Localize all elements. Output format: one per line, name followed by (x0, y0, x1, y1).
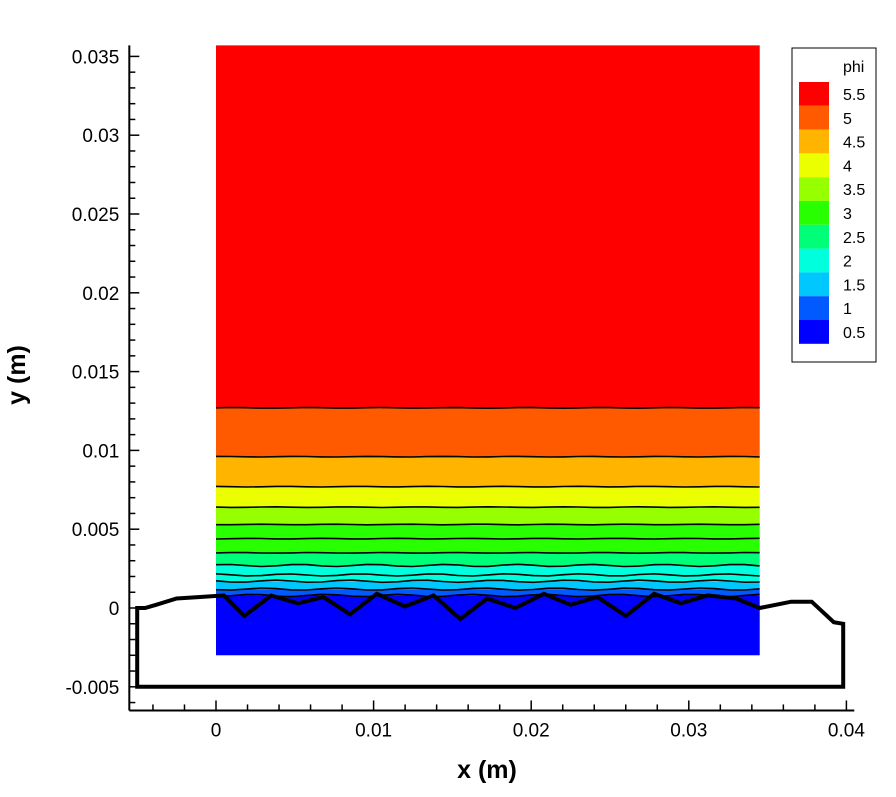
legend: phi 5.5 5 4.5 4 3.5 3 2.5 2 1.5 1 0.5 (791, 47, 877, 363)
band-phi-1 (216, 589, 760, 596)
y-ticks: 0.035 0.03 0.025 0.02 0.015 0.01 0.005 0 -0.005 (65, 47, 140, 704)
axes (128, 45, 855, 712)
legend-label: 2 (843, 254, 852, 271)
legend-swatch (799, 320, 829, 344)
boundary-outline (135, 591, 846, 689)
legend-swatch (799, 224, 829, 249)
legend-label: 4 (843, 158, 852, 175)
contour-line (216, 523, 760, 526)
y-tick-label: 0.03 (82, 126, 119, 147)
legend-label: 0.5 (843, 325, 865, 342)
band-phi-0.5 (216, 595, 760, 656)
legend-label: 3 (843, 206, 852, 223)
legend-swatch (799, 177, 829, 201)
x-tick-label: 0.02 (513, 720, 550, 741)
band-phi-3.5 (216, 507, 760, 525)
legend-swatch (799, 272, 829, 297)
band-phi-2.5 (216, 552, 760, 566)
phi-bands (216, 45, 760, 656)
x-tick-label: 0 (211, 720, 222, 741)
legend-label: 4.5 (843, 135, 865, 152)
x-axis-title: x (m) (457, 756, 517, 784)
legend-swatch (799, 82, 829, 106)
legend-label: 1 (843, 301, 852, 318)
legend-label: 5 (843, 111, 852, 128)
band-phi-2 (216, 565, 760, 582)
band-phi-1.5 (216, 581, 760, 590)
band-phi-5 (216, 407, 760, 457)
legend-items: 5.5 5 4.5 4 3.5 3 2.5 2 1.5 1 0.5 (799, 82, 865, 344)
legend-label: 1.5 (843, 277, 865, 294)
x-tick-label: 0.03 (670, 720, 707, 741)
legend-swatch (799, 153, 829, 178)
contour-line (216, 579, 760, 584)
y-axis-title: y (m) (3, 345, 31, 405)
contour-line (216, 551, 760, 555)
contour-line (216, 587, 760, 592)
y-tick-label: -0.005 (65, 678, 119, 699)
legend-label: 5.5 (843, 87, 865, 104)
contour-line (216, 505, 760, 509)
legend-label: 3.5 (843, 182, 865, 199)
legend-swatch (799, 129, 829, 154)
contour-line (216, 593, 760, 598)
y-tick-label: 0.025 (72, 205, 120, 226)
band-phi-5.5 (216, 45, 760, 408)
contour-line (216, 455, 760, 458)
legend-swatch (799, 248, 829, 273)
legend-swatch (799, 201, 829, 225)
x-tick-label: 0.04 (828, 720, 865, 741)
contour-line (216, 563, 760, 568)
contour-line (216, 485, 760, 488)
legend-title: phi (843, 59, 864, 76)
contour-line (216, 406, 760, 410)
x-tick-label: 0.01 (355, 720, 392, 741)
band-phi-4.5 (216, 456, 760, 487)
y-tick-label: 0.01 (82, 441, 119, 462)
boundary-path (135, 591, 846, 689)
legend-swatch (799, 105, 829, 130)
band-phi-4 (216, 486, 760, 508)
x-ticks: 0 0.01 0.02 0.03 0.04 (152, 700, 865, 741)
y-tick-label: 0.02 (82, 284, 119, 305)
legend-label: 2.5 (843, 230, 865, 247)
y-tick-label: 0 (109, 599, 120, 620)
y-tick-label: 0.035 (72, 47, 120, 68)
y-tick-label: 0.005 (72, 520, 120, 541)
y-tick-label: 0.015 (72, 363, 120, 384)
contour-lines (216, 406, 760, 598)
contour-line (216, 572, 760, 577)
contour-line (216, 537, 760, 540)
legend-swatch (799, 296, 829, 320)
